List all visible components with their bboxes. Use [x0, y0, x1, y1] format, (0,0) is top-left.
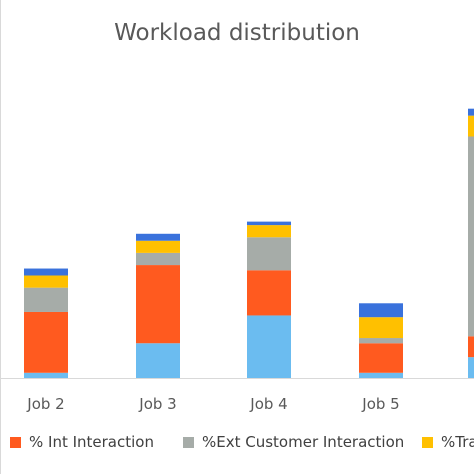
x-tick-label: Job 3 — [138, 395, 176, 413]
bar-segment — [468, 115, 474, 137]
bar-segment — [24, 287, 68, 312]
bar-segment — [359, 303, 403, 318]
bar-segment — [24, 275, 68, 288]
bar-segment — [247, 270, 291, 316]
legend-label: %Tra — [441, 433, 474, 451]
bar-segment — [247, 225, 291, 238]
legend-swatch — [183, 436, 194, 448]
bar-segment — [247, 315, 291, 378]
x-tick-label: Job 4 — [249, 395, 287, 413]
bar-segment — [136, 240, 180, 253]
bar-segment — [359, 317, 403, 339]
legend-item-int-interaction: % Int Interaction — [10, 433, 154, 451]
bar-segment — [247, 221, 291, 226]
bar-segment — [136, 265, 180, 344]
bar-segment — [468, 136, 474, 337]
bar-segment — [24, 268, 68, 276]
bar-segment — [136, 252, 180, 266]
bar-segment — [359, 372, 403, 378]
x-tick-label: Job 5 — [361, 395, 399, 413]
legend-item-ext-customer-interaction: %Ext Customer Interaction — [183, 433, 404, 451]
bar-segment — [136, 233, 180, 241]
chart-title: Workload distribution — [114, 20, 360, 46]
bar-segment — [468, 357, 474, 378]
bar-segment — [468, 336, 474, 358]
bar-segment — [468, 108, 474, 116]
bar-segment — [136, 343, 180, 378]
bar-segment — [359, 343, 403, 373]
bar-segment — [359, 338, 403, 344]
bar-segment — [247, 237, 291, 271]
legend-swatch — [10, 436, 21, 448]
bar-segment — [24, 311, 68, 373]
legend-item-tra: %Tra — [422, 433, 474, 451]
legend-label: %Ext Customer Interaction — [202, 433, 405, 451]
legend-swatch — [422, 436, 433, 448]
chart-legend: % Int Interaction %Ext Customer Interact… — [0, 433, 474, 455]
legend-label: % Int Interaction — [29, 433, 154, 451]
x-tick-label: Job 2 — [26, 395, 64, 413]
bar-segment — [24, 372, 68, 378]
